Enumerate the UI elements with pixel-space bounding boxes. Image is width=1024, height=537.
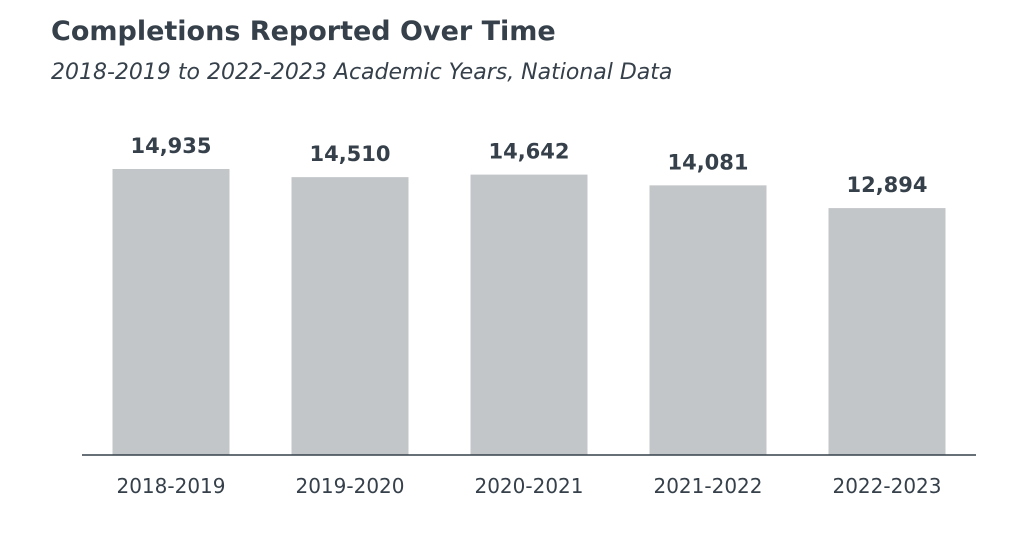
x-tick-label-2022-2023: 2022-2023 — [832, 474, 941, 498]
bar-2018-2019 — [112, 168, 230, 455]
x-tick-label-2018-2019: 2018-2019 — [116, 474, 225, 498]
x-tick-label-2021-2022: 2021-2022 — [653, 474, 762, 498]
value-label-2018-2019: 14,935 — [130, 134, 211, 158]
bar-2022-2023 — [828, 208, 946, 455]
chart-title: Completions Reported Over Time — [51, 16, 556, 47]
bar-2019-2020 — [291, 177, 409, 456]
value-label-2019-2020: 14,510 — [309, 142, 390, 166]
value-label-2020-2021: 14,642 — [488, 140, 569, 164]
bar-2021-2022 — [649, 185, 767, 455]
value-label-2022-2023: 12,894 — [846, 173, 927, 197]
chart-subtitle: 2018-2019 to 2022-2023 Academic Years, N… — [51, 60, 673, 85]
value-labels-layer: 14,935 14,510 14,642 14,081 12,894 — [130, 134, 927, 197]
x-tick-label-2019-2020: 2019-2020 — [295, 474, 404, 498]
x-tick-label-2020-2021: 2020-2021 — [474, 474, 583, 498]
bars-layer — [112, 168, 946, 456]
x-tick-labels: 2018-2019 2019-2020 2020-2021 2021-2022 2022… — [116, 474, 941, 498]
value-label-2021-2022: 14,081 — [667, 150, 748, 174]
bar-2020-2021 — [470, 174, 588, 455]
